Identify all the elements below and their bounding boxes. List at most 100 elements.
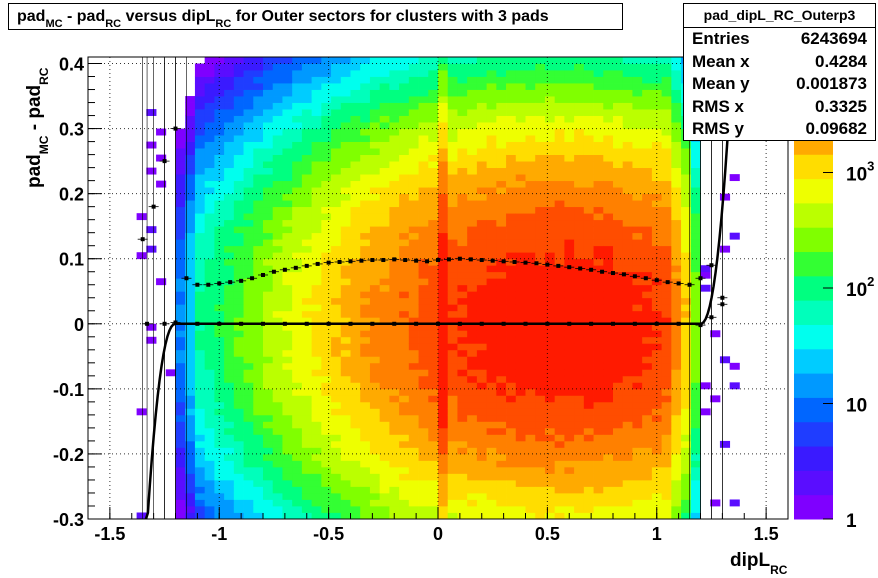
heatmap-cell (331, 336, 342, 344)
heatmap-cell (340, 245, 351, 253)
heatmap-cell (486, 440, 497, 448)
heatmap-cell (613, 330, 624, 338)
heatmap-cell (447, 505, 458, 513)
heatmap-cell (292, 505, 303, 513)
heatmap-cell (564, 271, 575, 279)
heatmap-cell (525, 362, 536, 370)
heatmap-cell (350, 141, 361, 149)
heatmap-cell (369, 291, 381, 299)
heatmap-cell (496, 128, 507, 136)
heatmap-cell (544, 180, 556, 188)
heatmap-cell (506, 356, 517, 364)
heatmap-cell (243, 135, 254, 142)
heatmap-cell (515, 486, 526, 494)
heatmap-cell (554, 297, 565, 305)
heatmap-cell (661, 349, 672, 357)
heatmap-cell (233, 336, 244, 344)
heatmap-cell (418, 395, 429, 403)
heatmap-cell (224, 239, 235, 247)
heatmap-cell (457, 375, 468, 383)
heatmap-cell (194, 174, 206, 182)
heatmap-cell (214, 76, 225, 84)
heatmap-cell (515, 440, 526, 448)
heatmap-cell (515, 174, 526, 182)
heatmap-cell (418, 154, 429, 162)
heatmap-cell (438, 492, 449, 500)
heatmap-cell (486, 161, 497, 169)
heatmap-cell (331, 63, 342, 71)
heatmap-cell (408, 349, 419, 357)
heatmap-cell (321, 239, 332, 247)
heatmap-cell (651, 356, 663, 364)
heatmap-cell (253, 330, 264, 338)
heatmap-cell (233, 63, 244, 71)
heatmap-cell (671, 427, 682, 435)
heatmap-cell (224, 369, 235, 377)
heatmap-cell (350, 284, 361, 292)
heatmap-cell (185, 141, 196, 149)
heatmap-cell (418, 291, 429, 299)
heatmap-cell (603, 388, 614, 396)
heatmap-cell (613, 161, 624, 169)
heatmap-cell (272, 115, 283, 123)
heatmap-cell (301, 76, 313, 84)
color-scale-label: 102 (846, 274, 874, 301)
heatmap-cell (535, 460, 546, 468)
heatmap-cell (185, 187, 196, 195)
heatmap-cell (194, 193, 206, 201)
heatmap-cell (272, 291, 283, 299)
heatmap-cell (447, 252, 458, 260)
heatmap-cell (243, 167, 254, 175)
heatmap-cell (603, 317, 614, 325)
heatmap-cell (506, 473, 517, 481)
heatmap-cell (544, 102, 556, 110)
heatmap-cell (622, 512, 633, 520)
heatmap-cell (321, 453, 332, 461)
heatmap-cell (486, 213, 497, 221)
heatmap-cell (690, 297, 701, 305)
heatmap-cell (525, 135, 536, 142)
heatmap-cell (476, 161, 488, 169)
heatmap-cell (593, 258, 604, 266)
heatmap-cell (224, 89, 235, 97)
heatmap-cell (369, 408, 381, 416)
heatmap-cell (253, 401, 264, 409)
heatmap-cell (554, 356, 565, 364)
heatmap-cell (535, 408, 546, 416)
heatmap-cell (651, 388, 663, 396)
heatmap-cell (214, 115, 225, 123)
heatmap-cell (671, 232, 682, 240)
heatmap-cell (360, 245, 371, 253)
heatmap-cell (292, 102, 303, 110)
heatmap-cell (671, 297, 682, 305)
heatmap-cell (263, 161, 274, 169)
heatmap-cell (671, 271, 682, 279)
heatmap-cell (642, 434, 653, 442)
heatmap-cell (574, 128, 585, 136)
heatmap-cell (263, 122, 274, 129)
heatmap-cell (467, 362, 478, 370)
heatmap-cell (369, 414, 381, 422)
heatmap-cell (544, 473, 556, 481)
heatmap-cell (369, 206, 381, 214)
heatmap-cell (525, 96, 536, 103)
heatmap-cell (467, 336, 478, 344)
heatmap-cell (506, 161, 517, 169)
heatmap-cell (243, 109, 254, 116)
heatmap-cell (651, 304, 663, 312)
heatmap-cell (535, 317, 546, 325)
heatmap-cell (457, 330, 468, 338)
heatmap-cell (593, 291, 604, 299)
heatmap-cell (506, 122, 517, 129)
heatmap-cell (583, 401, 594, 409)
heatmap-cell (613, 421, 624, 429)
heatmap-cell (185, 102, 196, 110)
heatmap-cell (263, 447, 274, 455)
heatmap-cell (661, 434, 672, 442)
heatmap-cell (418, 427, 429, 435)
heatmap-cell (681, 161, 692, 169)
heatmap-cell (360, 460, 371, 468)
heatmap-cell (690, 232, 701, 240)
heatmap-cell (593, 135, 604, 142)
heatmap-cell (506, 310, 517, 318)
